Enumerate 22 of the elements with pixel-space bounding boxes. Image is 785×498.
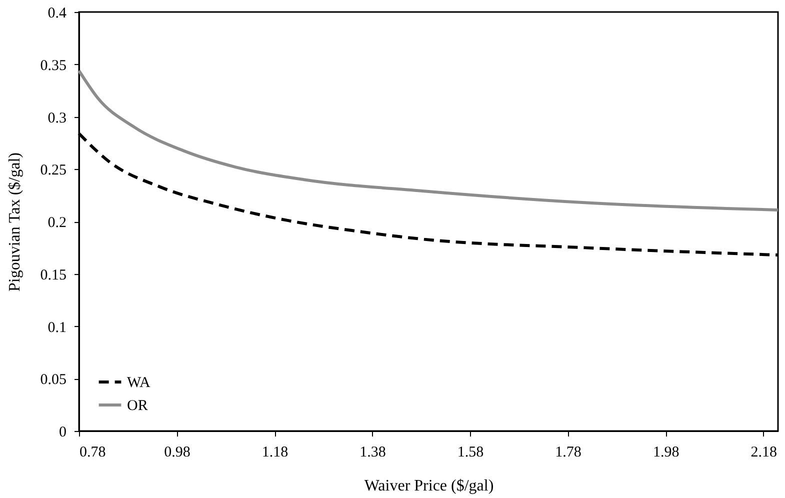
- x-tick-label: 1.38: [360, 444, 386, 460]
- y-tick-label: 0.25: [40, 162, 66, 179]
- x-axis-title: Waiver Price ($/gal): [364, 478, 494, 494]
- y-tick-label: 0.1: [48, 320, 66, 336]
- y-tick-label: 0.05: [40, 372, 66, 388]
- x-tick-label: 0.98: [164, 444, 190, 460]
- x-tick-label: 2.18: [750, 444, 777, 460]
- legend-label: OR: [127, 398, 148, 414]
- line-series: [78, 69, 780, 212]
- x-tick-label: 1.78: [555, 444, 582, 460]
- y-tick-label: 0.3: [48, 110, 66, 126]
- y-tick-label: 0.4: [48, 6, 67, 22]
- y-tick-label: 0.2: [48, 215, 66, 231]
- x-tick-label: 1.58: [457, 444, 484, 460]
- y-tick-label: 0.35: [40, 58, 66, 74]
- y-tick-label: 0: [59, 424, 66, 440]
- x-tick-label: 1.98: [652, 444, 680, 460]
- x-tick-label: 0.78: [80, 444, 106, 460]
- y-axis-title: Pigouvian Tax ($/gal): [6, 152, 24, 292]
- legend-label: WA: [127, 375, 150, 391]
- x-tick-label: 1.18: [262, 444, 288, 460]
- y-tick-label: 0.15: [40, 267, 66, 284]
